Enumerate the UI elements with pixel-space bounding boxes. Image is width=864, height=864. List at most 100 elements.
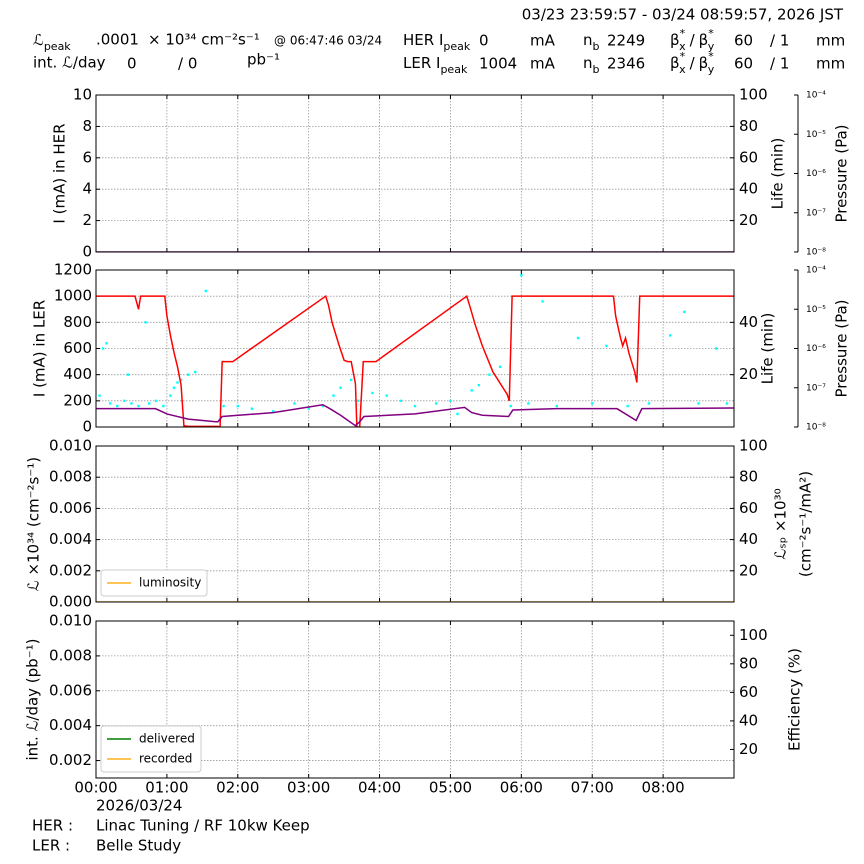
x-tick-label: 02:00	[216, 779, 259, 797]
life-point	[683, 310, 686, 314]
y-tick-label: 0.004	[49, 716, 92, 734]
life-point	[123, 399, 126, 403]
her-beta-unit: mm	[816, 32, 845, 50]
life-point	[321, 404, 325, 408]
ler-nb-label: nb	[583, 54, 600, 76]
int-lum-unit: pb⁻¹	[247, 51, 280, 69]
life-point	[399, 399, 403, 403]
y-tick-label: 8	[82, 117, 92, 135]
y2-tick-label: 100	[739, 86, 768, 104]
y3-tick-label: 10⁻⁶	[806, 344, 826, 354]
life-point	[626, 404, 629, 408]
life-point	[130, 402, 133, 405]
her-beta-label-part: β	[670, 31, 680, 49]
y2-tick-label: 40	[739, 711, 758, 729]
life-point	[725, 402, 729, 405]
her-current-label-part: peak	[443, 40, 470, 53]
y-tick-label: 0.006	[49, 499, 92, 517]
y2-tick-label: 60	[739, 683, 758, 701]
ler-beta-label-part: x	[679, 63, 686, 76]
y-tick-label: 0.000	[49, 593, 92, 611]
ler-beta-label-part: /	[690, 54, 696, 72]
y2-tick-label: 100	[739, 437, 768, 455]
life-point	[147, 402, 151, 405]
y-tick-label: 600	[63, 339, 92, 357]
legend-label: recorded	[139, 752, 192, 766]
life-point	[307, 407, 310, 410]
her-current-label-part: HER I	[403, 31, 443, 49]
x-tick-label: 00:00	[74, 779, 117, 797]
life-point	[371, 391, 374, 395]
y2-axis-label: Efficiency (%)	[786, 648, 804, 751]
her-beta-label: β* x / β* y	[670, 27, 715, 53]
legend-box	[100, 725, 202, 773]
int-lum-label: int. ℒ/day	[33, 54, 106, 72]
legend-label: luminosity	[139, 576, 201, 590]
y2-tick-label: 20	[739, 740, 758, 758]
life-point	[488, 373, 491, 376]
y2-axis-label: ℒₛₚ ×10³⁰	[772, 488, 790, 559]
her-beta-label-part: *	[680, 27, 686, 40]
y-tick-label: 800	[63, 313, 92, 331]
y3-axis-label: Pressure (Pa)	[833, 124, 851, 222]
int-lum-delivered: 0	[127, 55, 137, 73]
y3-axis-label: Pressure (Pa)	[833, 299, 851, 397]
life-point	[105, 342, 108, 345]
y-tick-label: 0.010	[49, 437, 92, 455]
life-point	[137, 404, 140, 408]
y2-tick-label: 20	[739, 365, 758, 383]
life-point	[527, 402, 530, 405]
life-point	[332, 394, 335, 397]
lum-peak-label-part: peak	[44, 40, 71, 53]
ler-beta-label-part: *	[680, 50, 686, 63]
life-point	[647, 402, 651, 405]
y-tick-label: 1000	[54, 287, 92, 305]
life-point	[179, 378, 183, 382]
y2-tick-label: 20	[739, 561, 758, 579]
life-point	[98, 394, 101, 397]
y3-tick-label: 10⁻⁵	[806, 130, 826, 140]
lum-peak-label-part: ℒ	[33, 31, 44, 49]
life-point	[350, 378, 353, 382]
her-current-label: HER Ipeak	[403, 31, 471, 53]
plot-frame	[95, 269, 735, 428]
her-beta-label-part: x	[679, 40, 686, 53]
life-point	[194, 370, 197, 374]
life-point	[108, 402, 112, 405]
ler-nb: 2346	[607, 55, 645, 73]
ler-current-unit: mA	[530, 55, 556, 73]
series-line	[96, 294, 734, 427]
life-point	[449, 399, 452, 403]
y-tick-label: 400	[63, 365, 92, 383]
plot-frame	[95, 445, 735, 603]
ler-beta-label-part: y	[708, 63, 715, 76]
y-tick-label: 0.006	[49, 681, 92, 699]
life-point	[144, 321, 147, 324]
y-axis-label: I (mA) in HER	[51, 123, 69, 223]
y-tick-label: 0	[82, 243, 92, 261]
life-point	[162, 404, 165, 408]
ler-beta-unit: mm	[816, 55, 845, 73]
ler-status: Belle Study	[96, 837, 181, 855]
legend-box	[100, 569, 208, 597]
life-point	[155, 399, 158, 403]
ler-nb-label-part: n	[583, 54, 593, 72]
y-axis-label: I (mA) in LER	[31, 300, 49, 397]
x-tick-label: 07:00	[571, 779, 614, 797]
her-status: Linac Tuning / RF 10kw Keep	[96, 817, 310, 835]
y2-tick-label: 100	[739, 626, 768, 644]
life-point	[272, 410, 275, 413]
y2-axis-label: (cm⁻²s⁻¹/mA²)	[797, 471, 815, 577]
time-range: 03/23 23:59:57 - 03/24 08:59:57, 2026 JS…	[522, 6, 844, 24]
y3-tick-label: 10⁻⁸	[806, 248, 826, 258]
life-point	[169, 394, 172, 397]
life-point	[541, 300, 544, 303]
y-tick-label: 0.008	[49, 468, 92, 486]
lum-peak-time: @ 06:47:46 03/24	[274, 34, 382, 48]
lum-peak-label: ℒpeak	[33, 31, 71, 53]
life-point	[605, 344, 608, 348]
life-point	[186, 373, 190, 376]
y3-tick-label: 10⁻⁴	[806, 91, 826, 101]
y-tick-label: 0.002	[49, 751, 92, 769]
